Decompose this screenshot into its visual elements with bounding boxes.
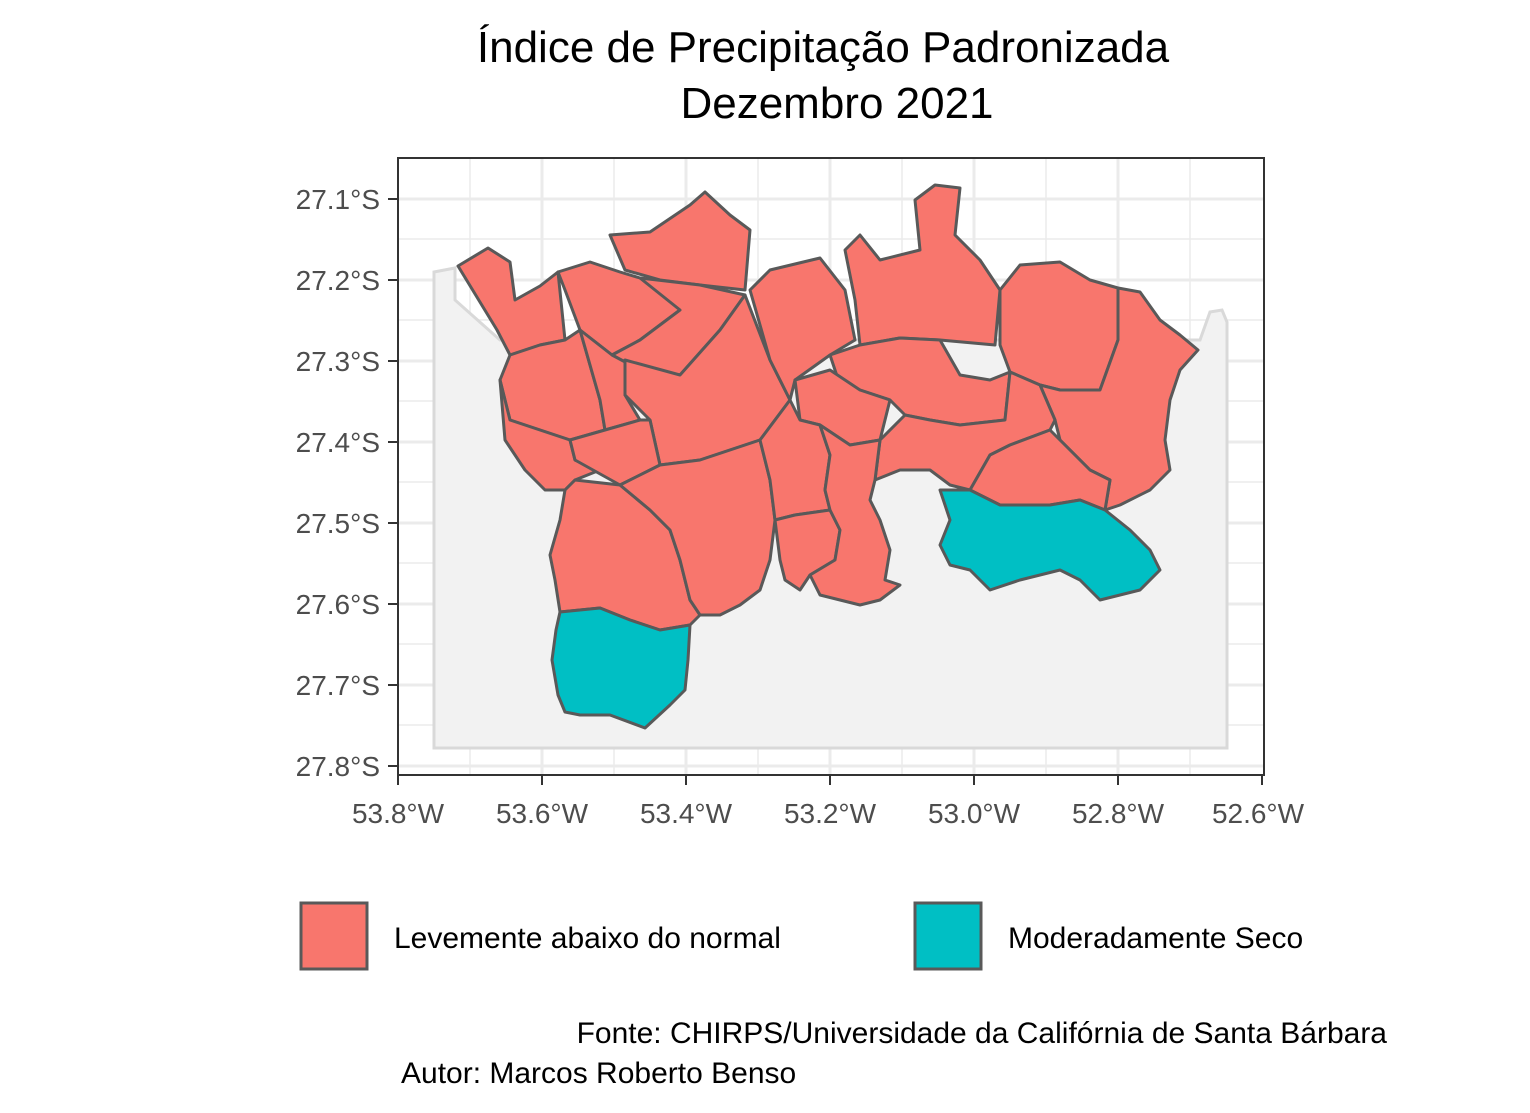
municipalities-moderadamente-seco (550, 488, 1162, 730)
legend: Levemente abaixo do normal Moderadamente… (299, 901, 1303, 971)
y-tick-label: 27.6°S (296, 589, 380, 620)
municipality-region (608, 190, 752, 292)
municipality-region (808, 423, 902, 607)
map-subtitle: Dezembro 2021 (680, 79, 993, 128)
x-tick-label: 52.6°W (1212, 798, 1305, 829)
x-tick-label: 53.2°W (784, 798, 877, 829)
municipalities-levemente-abaixo (456, 183, 1200, 632)
y-tick-label: 27.8°S (296, 751, 380, 782)
municipality-region (568, 418, 662, 487)
caption-source: Fonte: CHIRPS/Universidade da Califórnia… (577, 1017, 1388, 1050)
y-axis: 27.1°S 27.2°S 27.3°S 27.4°S 27.5°S 27.6°… (296, 184, 398, 782)
municipality-region (618, 438, 777, 617)
caption-author: Autor: Marcos Roberto Benso (401, 1057, 796, 1090)
map-panel (397, 157, 1265, 776)
x-tick-label: 52.8°W (1072, 798, 1165, 829)
municipality-region (1038, 286, 1200, 512)
y-tick-label: 27.4°S (296, 427, 380, 458)
legend-label-levemente: Levemente abaixo do normal (394, 922, 781, 955)
map-title: Índice de Precipitação Padronizada (477, 23, 1170, 72)
y-tick-label: 27.7°S (296, 670, 380, 701)
x-tick-label: 53.8°W (352, 798, 445, 829)
legend-key-levemente (299, 901, 369, 971)
municipality-region (748, 256, 857, 402)
y-tick-label: 27.5°S (296, 508, 380, 539)
x-tick-label: 53.4°W (640, 798, 733, 829)
y-tick-label: 27.3°S (296, 346, 380, 377)
legend-label-moderadamente: Moderadamente Seco (1008, 922, 1303, 955)
x-axis: 53.8°W 53.6°W 53.4°W 53.2°W 53.0°W 52.8°… (352, 775, 1305, 829)
municipality-region (938, 488, 1162, 602)
y-tick-label: 27.2°S (296, 265, 380, 296)
x-tick-label: 53.6°W (496, 798, 589, 829)
y-tick-label: 27.1°S (296, 184, 380, 215)
x-tick-label: 53.0°W (928, 798, 1021, 829)
municipality-region (550, 606, 692, 730)
legend-key-moderadamente (913, 901, 983, 971)
municipality-region (578, 328, 642, 432)
